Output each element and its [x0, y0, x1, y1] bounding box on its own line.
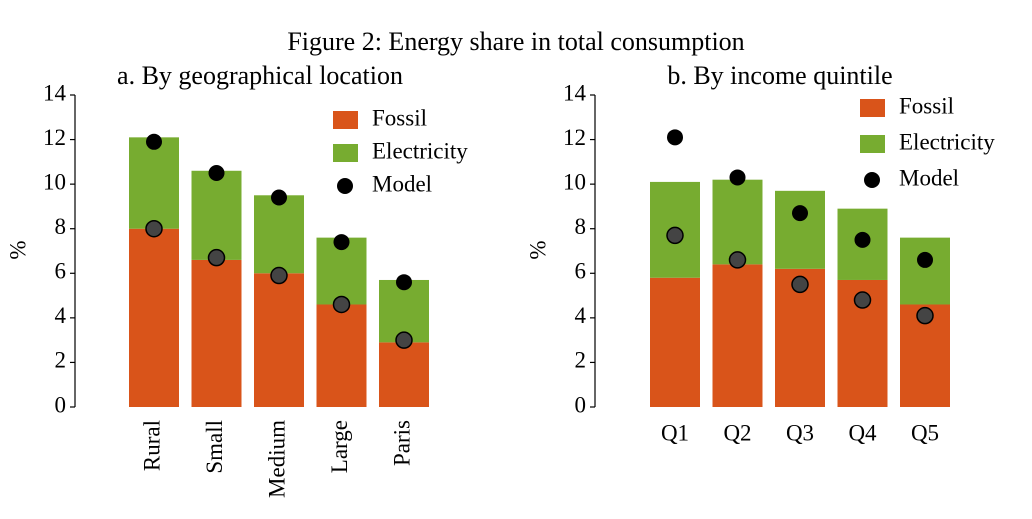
model-point-fossil — [395, 331, 413, 349]
x-tick-label: Small — [202, 420, 227, 474]
x-tick-label: Q2 — [723, 420, 751, 445]
legend-marker — [337, 178, 353, 194]
model-point — [208, 165, 225, 181]
x-tick-label: Medium — [264, 420, 289, 498]
model-point — [792, 205, 808, 222]
y-tick-label: 6 — [55, 259, 67, 284]
model-point-fossil — [207, 248, 226, 267]
model-point-fossil — [791, 275, 809, 294]
legend-swatch — [860, 135, 885, 153]
y-tick-label: 8 — [55, 214, 67, 239]
model-point — [271, 189, 287, 206]
figure-title: Figure 2: Energy share in total consumpt… — [287, 27, 744, 56]
chart-title: b. By income quintile — [667, 61, 892, 90]
bar-segment — [650, 277, 700, 407]
y-tick-label: 2 — [575, 348, 587, 373]
legend-label: Fossil — [372, 105, 427, 130]
x-tick-label: Q1 — [661, 420, 689, 445]
x-tick-label: Paris — [389, 420, 414, 466]
bar-segment — [254, 195, 304, 274]
legend-swatch — [333, 144, 358, 162]
y-tick-label: 12 — [43, 125, 66, 150]
bar-segment — [191, 259, 242, 407]
y-tick-label: 14 — [563, 80, 587, 105]
bar-segment — [900, 237, 950, 305]
bar-segment — [379, 342, 429, 407]
legend-label: Fossil — [899, 93, 954, 118]
bar-segment — [129, 228, 179, 407]
legend-marker — [864, 172, 880, 188]
legend-label: Model — [372, 171, 432, 196]
bar-segment — [316, 304, 367, 407]
legend-swatch — [333, 111, 358, 129]
legend-label: Electricity — [899, 129, 995, 154]
model-point — [917, 251, 933, 268]
y-tick-label: 10 — [563, 169, 586, 194]
model-point — [146, 133, 162, 150]
legend-label: Electricity — [372, 138, 468, 163]
y-tick-label: 4 — [55, 303, 67, 328]
y-tick-label: 6 — [575, 259, 587, 284]
y-tick-label: 14 — [43, 80, 67, 105]
x-tick-label: Q5 — [911, 420, 939, 445]
y-tick-label: 0 — [55, 392, 67, 417]
legend-swatch — [860, 99, 885, 117]
y-tick-label: 2 — [55, 348, 67, 373]
model-point-fossil — [145, 219, 163, 238]
model-point — [667, 129, 683, 146]
chart-title: a. By geographical location — [117, 61, 403, 90]
y-tick-label: 4 — [575, 303, 587, 328]
x-tick-label: Rural — [139, 420, 164, 471]
y-tick-label: 0 — [575, 392, 587, 417]
model-point-fossil — [332, 295, 351, 314]
model-point — [396, 274, 412, 291]
y-tick-label: 8 — [575, 214, 587, 239]
y-tick-label: 10 — [43, 169, 66, 194]
model-point — [333, 234, 350, 251]
legend-label: Model — [899, 165, 959, 190]
model-point-fossil — [916, 306, 934, 325]
model-point — [854, 231, 871, 248]
bar-segment — [775, 190, 825, 269]
model-point — [729, 169, 746, 186]
y-axis-label: % — [5, 240, 30, 259]
x-tick-label: Large — [327, 420, 352, 473]
bar-segment — [712, 179, 763, 265]
y-tick-label: 12 — [563, 125, 586, 150]
model-point-fossil — [270, 266, 288, 285]
bar-segment — [191, 170, 242, 260]
y-axis-label: % — [525, 240, 550, 259]
bar-segment — [129, 137, 179, 229]
x-tick-label: Q3 — [786, 420, 814, 445]
bar-segment — [712, 264, 763, 407]
model-point-fossil — [666, 226, 684, 245]
x-tick-label: Q4 — [848, 420, 877, 445]
model-point-fossil — [728, 251, 747, 269]
model-point-fossil — [853, 291, 872, 309]
bar-segment — [254, 273, 304, 407]
